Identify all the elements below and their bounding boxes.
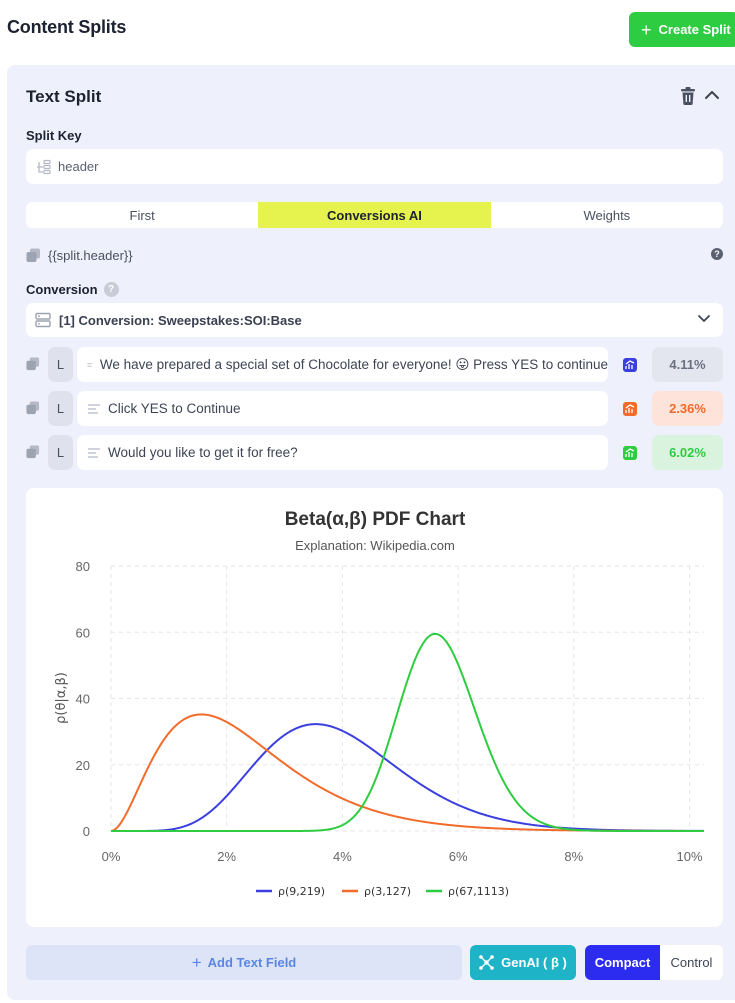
conversion-help-icon[interactable]: ? [103, 282, 119, 297]
y-axis-label: ρ(θ|α,β) [54, 672, 69, 724]
text-field-row: L We have prepared a special set of Choc… [26, 347, 723, 382]
conversion-select[interactable]: [1] Conversion: Sweepstakes:SOI:Base [26, 303, 723, 337]
x-tick-label: 6% [449, 849, 468, 864]
chevron-down-icon [698, 315, 710, 322]
create-split-button[interactable]: + Create Split [629, 12, 735, 47]
tab-weights[interactable]: Weights [583, 207, 631, 223]
text-field-input[interactable]: Would you like to get it for free? [77, 435, 608, 470]
series-line [110, 713, 705, 832]
tab-conversions-ai[interactable]: Conversions AI [258, 202, 491, 228]
trash-icon[interactable] [681, 87, 695, 105]
stats-chart-icon[interactable] [623, 446, 637, 460]
series-line [111, 632, 704, 832]
genai-button[interactable]: GenAI ( β ) [470, 945, 576, 980]
language-button[interactable]: L [48, 391, 73, 426]
text-field-value: Click YES to Continue [108, 401, 241, 416]
y-tick-label: 80 [76, 559, 90, 574]
split-key-value: header [58, 159, 99, 174]
genai-label: GenAI ( β ) [501, 955, 567, 970]
plus-icon: + [641, 19, 652, 40]
x-tick-label: 10% [677, 849, 703, 864]
language-button[interactable]: L [48, 347, 73, 382]
text-field-input[interactable]: We have prepared a special set of Chocol… [77, 347, 608, 382]
text-lines-icon [88, 447, 100, 458]
compact-button[interactable]: Compact [585, 945, 660, 980]
conversion-label: Conversion [26, 282, 98, 297]
legend-label: ρ(67,1113) [448, 885, 509, 898]
tab-first[interactable]: First [129, 207, 155, 223]
text-lines-icon [88, 403, 100, 414]
split-tabs: First Conversions AI Weights [26, 202, 723, 228]
panel-title: Text Split [26, 87, 102, 106]
conversion-rate-badge: 2.36% [652, 391, 723, 426]
text-field-value: Would you like to get it for free? [108, 445, 298, 460]
chart-subtitle: Explanation: Wikipedia.com [295, 538, 455, 553]
tree-icon [37, 159, 51, 174]
template-variable-row: {{split.header}} ? [26, 245, 723, 265]
text-lines-icon [87, 362, 93, 367]
network-icon [479, 955, 494, 970]
chart-title: Beta(α,β) PDF Chart [285, 509, 466, 530]
y-tick-label: 40 [76, 692, 90, 707]
chart-canvas: Beta(α,β) PDF Chart Explanation: Wikipedi… [54, 509, 705, 898]
text-field-row: L Would you like to get it for free? 6.0… [26, 435, 723, 470]
template-variable: {{split.header}} [48, 247, 133, 263]
add-text-field-button[interactable]: + Add Text Field [26, 945, 462, 980]
y-tick-label: 20 [76, 758, 90, 773]
view-mode-toggle: Compact Control [585, 945, 723, 980]
legend-label: ρ(3,127) [364, 885, 411, 898]
create-split-label: Create Split [658, 22, 731, 37]
y-tick-label: 0 [83, 824, 90, 839]
beta-pdf-chart: Beta(α,β) PDF Chart Explanation: Wikipedi… [26, 488, 723, 927]
split-key-input[interactable]: header [26, 149, 723, 184]
stats-chart-icon[interactable] [623, 358, 637, 372]
copy-icon[interactable] [26, 445, 40, 459]
text-field-input[interactable]: Click YES to Continue [77, 391, 608, 426]
legend-label: ρ(9,219) [278, 885, 325, 898]
copy-icon[interactable] [26, 357, 40, 371]
x-tick-label: 4% [333, 849, 352, 864]
text-split-panel: Text Split Split Key header First Conver… [7, 65, 735, 1000]
help-icon[interactable]: ? [711, 248, 723, 260]
series-line [111, 723, 704, 832]
conversion-rate-badge: 6.02% [652, 435, 723, 470]
x-tick-label: 2% [217, 849, 236, 864]
conversion-selected: [1] Conversion: Sweepstakes:SOI:Base [59, 312, 302, 328]
text-field-value: We have prepared a special set of Chocol… [99, 356, 608, 372]
plus-icon: + [191, 952, 202, 972]
split-key-label: Split Key [26, 128, 82, 143]
copy-icon[interactable] [26, 401, 40, 415]
control-button[interactable]: Control [670, 955, 713, 970]
top-bar: Content Splits + Create Split [0, 0, 735, 58]
text-field-row: L Click YES to Continue 2.36% [26, 391, 723, 426]
conversion-label-row: Conversion ? [26, 282, 119, 297]
y-tick-label: 60 [76, 625, 90, 640]
stats-chart-icon[interactable] [623, 402, 637, 416]
chevron-up-icon[interactable] [704, 89, 720, 101]
page-title: Content Splits [7, 17, 127, 37]
add-text-field-label: Add Text Field [207, 955, 297, 970]
x-tick-label: 8% [564, 849, 583, 864]
language-button[interactable]: L [48, 435, 73, 470]
conversion-rate-badge: 4.11% [652, 347, 723, 382]
server-icon [35, 312, 51, 328]
x-tick-label: 0% [102, 849, 121, 864]
copy-icon[interactable] [26, 248, 41, 263]
